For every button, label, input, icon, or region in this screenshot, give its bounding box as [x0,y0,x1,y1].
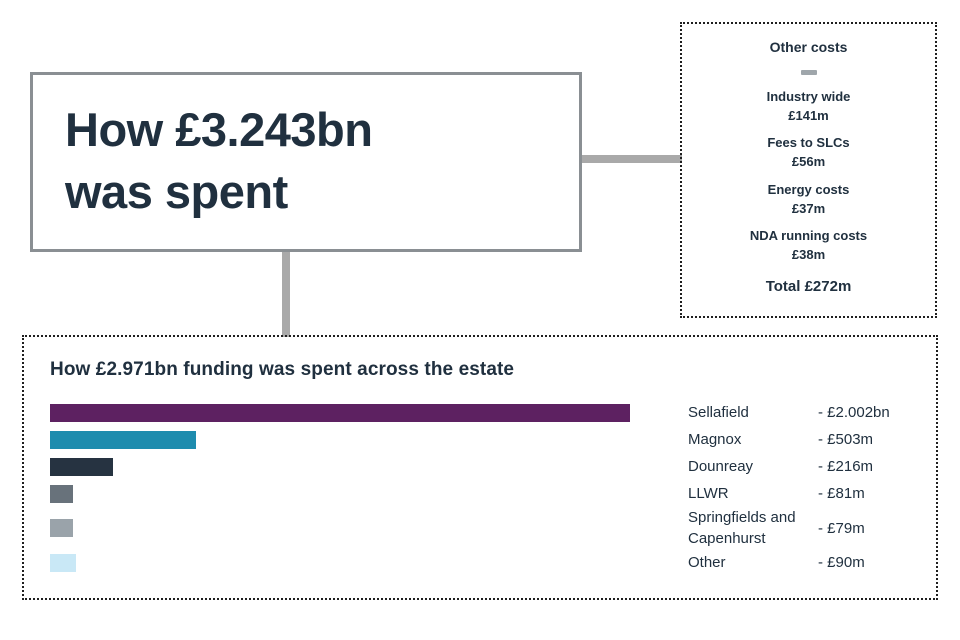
dash-icon [800,70,817,75]
legend-value-dounreay: - £216m [818,458,874,475]
legend-label-dounreay: Dounreay [688,458,754,475]
other-cost-item: Industry wide £141m [682,88,935,124]
bar-row-magnox: Magnox - £503m [50,426,936,453]
page-title: How £3.243bn was spent [65,99,579,223]
other-cost-value: £38m [791,247,826,263]
legend-value-llwr: - £81m [818,485,865,502]
bar-row-springfields-and-capenhurst: Springfields and Capenhurst - £79m [50,507,936,549]
other-costs-heading: Other costs [769,39,848,55]
legend-label-magnox: Magnox [688,431,742,448]
other-cost-label: Industry wide [766,89,851,104]
bar-row-other: Other - £90m [50,549,936,576]
legend-value-other: - £90m [818,554,865,571]
legend-label-other: Other [688,554,726,571]
other-costs-box: Other costs Industry wide £141m Fees to … [680,22,937,318]
legend-value-sellafield: - £2.002bn [818,404,890,421]
bar-track [50,403,630,422]
connector-line-horizontal [582,155,682,163]
legend-value-magnox: - £503m [818,431,874,448]
other-cost-label: NDA running costs [749,228,868,244]
page-title-line1: How £3.243bn [65,103,373,156]
other-cost-label: Fees to SLCs [767,135,850,151]
bar-rows: Sellafield - £2.002bn Magnox - £503m Dounrea… [50,399,936,576]
legend-label-llwr: LLWR [688,485,729,502]
other-cost-value: £56m [791,154,826,170]
bar-track [50,519,630,537]
bar-dounreay [50,457,113,476]
other-cost-value: £37m [791,200,826,216]
other-cost-label: Energy costs [767,181,850,197]
bar-row-sellafield: Sellafield - £2.002bn [50,399,936,426]
other-cost-item: Fees to SLCs £56m [682,134,935,170]
bar-other [50,553,77,572]
bar-springfields-and-capenhurst [50,519,73,537]
bar-row-llwr: LLWR - £81m [50,480,936,507]
legend-label-sellafield: Sellafield [688,404,749,421]
bar-track [50,430,630,449]
connector-line-vertical [282,250,290,337]
estate-spending-chart-box: How £2.971bn funding was spent across th… [22,335,938,600]
bar-track [50,484,630,503]
bar-row-dounreay: Dounreay - £216m [50,453,936,480]
chart-title: How £2.971bn funding was spent across th… [50,359,515,380]
bar-llwr [50,484,74,503]
other-cost-value: £141m [788,107,829,123]
other-costs-total: Total £272m [765,277,852,295]
bar-track [50,457,630,476]
legend-label-springfields-and-capenhurst: Springfields and Capenhurst [688,509,796,547]
other-cost-item: Energy costs £37m [682,181,935,217]
legend-value-springfields-and-capenhurst: - £79m [818,519,865,537]
title-box: How £3.243bn was spent [30,72,582,252]
page-title-line2: was spent [65,165,288,219]
bar-magnox [50,430,196,449]
bar-track [50,553,630,572]
bar-sellafield [50,403,630,422]
other-cost-item: NDA running costs £38m [682,227,935,263]
